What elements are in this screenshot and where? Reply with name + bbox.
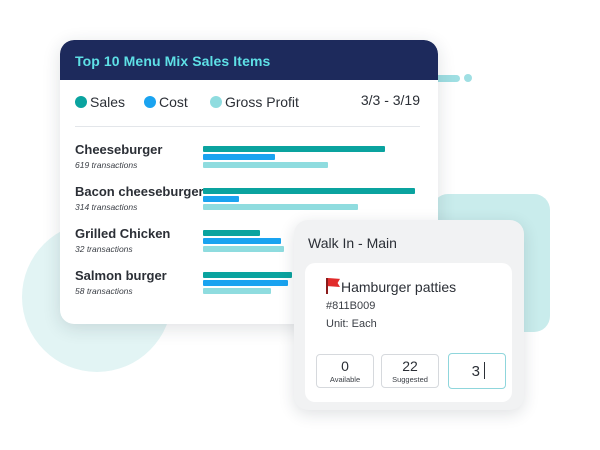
legend-dot-cost: [144, 96, 156, 108]
bar-cost: [203, 196, 239, 202]
bar-sales: [203, 188, 415, 194]
legend: Sales Cost Gross Profit 3/3 - 3/19: [75, 92, 420, 114]
product-unit: Unit: Each: [326, 318, 377, 330]
item-name: Bacon cheeseburger: [75, 184, 204, 199]
text-caret: [484, 362, 485, 379]
product-code: #811B009: [326, 300, 376, 312]
sales-card-header: Top 10 Menu Mix Sales Items: [60, 40, 438, 80]
bar-gross-profit: [203, 162, 328, 168]
count-entry-input[interactable]: [448, 353, 506, 389]
item-name: Salmon burger: [75, 268, 167, 283]
product-panel: Hamburger patties #811B009 Unit: Each 0 …: [305, 263, 512, 402]
legend-dot-sales: [75, 96, 87, 108]
bar-cost: [203, 280, 288, 286]
legend-dot-gross-profit: [210, 96, 222, 108]
item-row[interactable]: Grilled Chicken 32 transactions: [75, 226, 435, 266]
available-count: 0 Available: [316, 354, 374, 388]
sales-card-title: Top 10 Menu Mix Sales Items: [75, 53, 271, 69]
item-transactions: 619 transactions: [75, 160, 138, 170]
item-transactions: 314 transactions: [75, 202, 138, 212]
legend-label-sales: Sales: [90, 94, 126, 110]
date-range[interactable]: 3/3 - 3/19: [360, 92, 420, 108]
menu-mix-sales-card: Top 10 Menu Mix Sales Items Sales Cost G…: [60, 40, 438, 324]
inventory-count-card: Walk In - Main Hamburger patties #811B00…: [294, 220, 524, 410]
legend-item-sales: Sales: [75, 92, 125, 112]
item-name: Grilled Chicken: [75, 226, 171, 241]
product-name: Hamburger patties: [341, 279, 457, 295]
bar-gross-profit: [203, 204, 358, 210]
legend-label-cost: Cost: [159, 94, 188, 110]
bar-cost: [203, 154, 275, 160]
bar-gross-profit: [203, 288, 271, 294]
location-title: Walk In - Main: [308, 235, 397, 251]
item-row[interactable]: Bacon cheeseburger 314 transactions: [75, 184, 435, 224]
suggested-value: 22: [402, 358, 418, 374]
available-value: 0: [341, 358, 349, 374]
suggested-label: Suggested: [392, 375, 428, 384]
bar-sales: [203, 146, 385, 152]
red-flag-icon: [326, 278, 340, 294]
item-transactions: 32 transactions: [75, 244, 133, 254]
item-name: Cheeseburger: [75, 142, 163, 157]
decorative-dot: [464, 74, 472, 82]
suggested-count: 22 Suggested: [381, 354, 439, 388]
item-row[interactable]: Cheeseburger 619 transactions: [75, 142, 435, 182]
legend-item-cost: Cost: [144, 92, 188, 112]
divider: [75, 126, 420, 127]
legend-item-gross-profit: Gross Profit: [210, 92, 299, 112]
legend-label-gross-profit: Gross Profit: [225, 94, 299, 110]
item-row[interactable]: Salmon burger 58 transactions: [75, 268, 435, 308]
bar-gross-profit: [203, 246, 284, 252]
item-transactions: 58 transactions: [75, 286, 133, 296]
bar-sales: [203, 272, 292, 278]
bar-sales: [203, 230, 260, 236]
available-label: Available: [329, 375, 361, 384]
bar-cost: [203, 238, 281, 244]
